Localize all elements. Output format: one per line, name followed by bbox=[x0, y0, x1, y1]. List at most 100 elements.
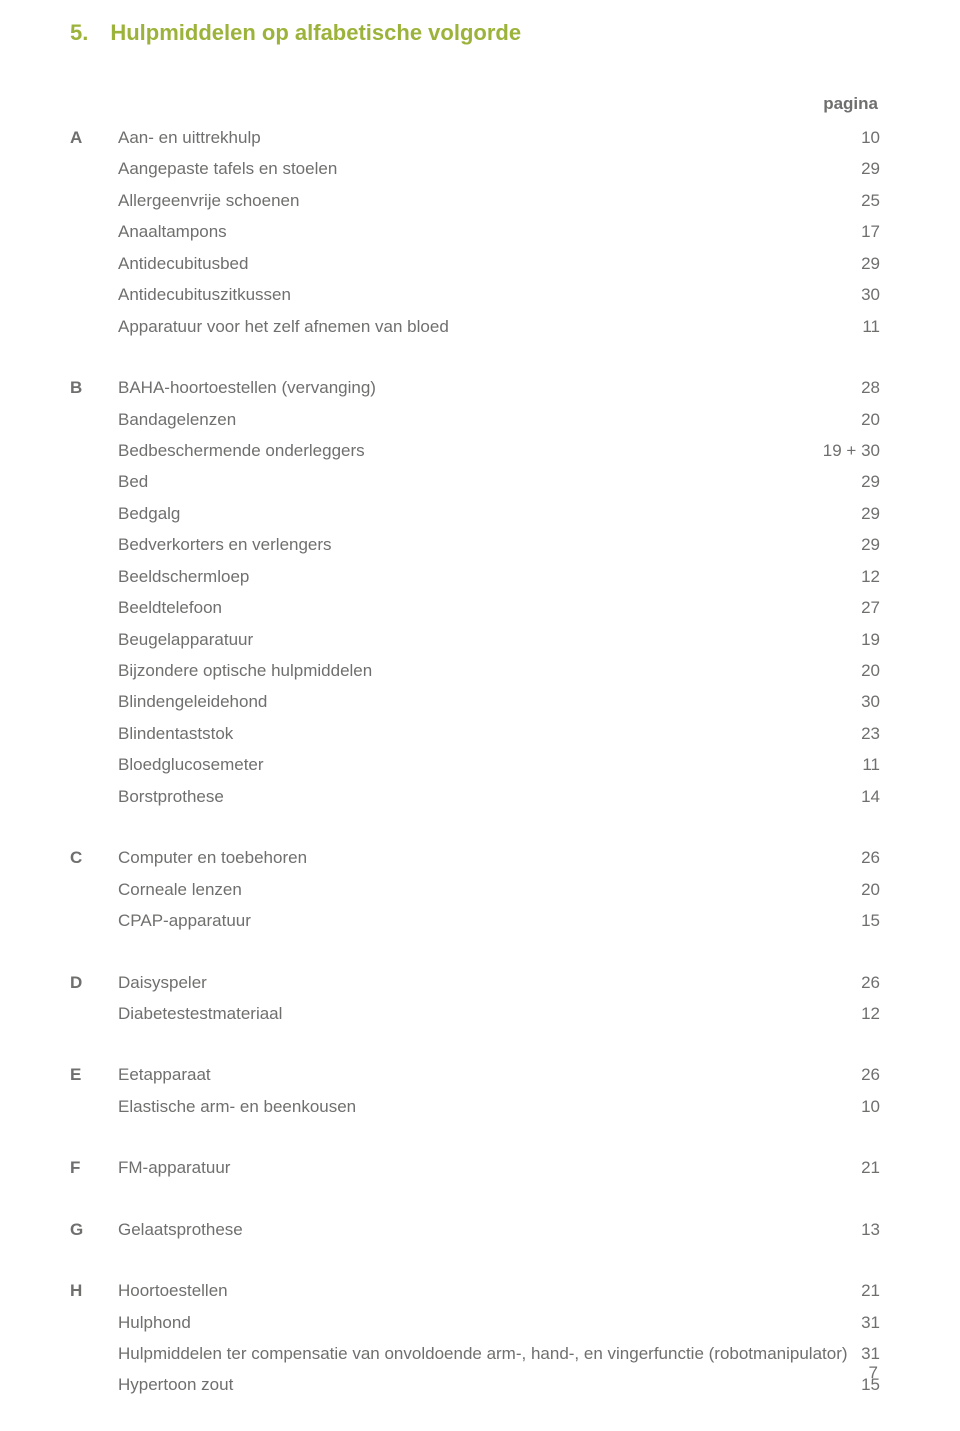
item-name: Blindengeleidehond bbox=[118, 686, 861, 717]
item-page: 19 bbox=[861, 624, 880, 655]
item-name: Bedverkorters en verlengers bbox=[118, 529, 861, 560]
index-row: Beeldschermloep12 bbox=[70, 561, 880, 592]
index-row: Bandagelenzen20 bbox=[70, 404, 880, 435]
index-row: Hulpmiddelen ter compensatie van onvoldo… bbox=[70, 1338, 880, 1369]
index-row: EEetapparaat26 bbox=[70, 1059, 880, 1090]
item-name: Elastische arm- en beenkousen bbox=[118, 1091, 861, 1122]
index-section: CComputer en toebehoren26Corneale lenzen… bbox=[70, 842, 880, 936]
item-page: 20 bbox=[861, 404, 880, 435]
index-row: DDaisyspeler26 bbox=[70, 967, 880, 998]
index-section: HHoortoestellen21Hulphond31Hulpmiddelen … bbox=[70, 1275, 880, 1401]
index-section: FFM-apparatuur21 bbox=[70, 1152, 880, 1183]
section-letter: E bbox=[70, 1059, 118, 1090]
item-page: 15 bbox=[861, 905, 880, 936]
item-page: 11 bbox=[862, 311, 880, 342]
item-name: Gelaatsprothese bbox=[118, 1214, 861, 1245]
index-row: Blindentaststok23 bbox=[70, 718, 880, 749]
document-page: 5. Hulpmiddelen op alfabetische volgorde… bbox=[0, 0, 960, 1401]
item-name: Bedbeschermende onderleggers bbox=[118, 435, 823, 466]
index-row: Diabetestestmateriaal12 bbox=[70, 998, 880, 1029]
index-row: Antidecubituszitkussen30 bbox=[70, 279, 880, 310]
index-row: Bedgalg29 bbox=[70, 498, 880, 529]
item-name: Aan- en uittrekhulp bbox=[118, 122, 861, 153]
item-name: FM-apparatuur bbox=[118, 1152, 861, 1183]
item-name: Bloedglucosemeter bbox=[118, 749, 862, 780]
item-name: Aangepaste tafels en stoelen bbox=[118, 153, 861, 184]
item-name: Antidecubitusbed bbox=[118, 248, 861, 279]
item-page: 29 bbox=[861, 153, 880, 184]
item-page: 28 bbox=[861, 372, 880, 403]
item-name: Computer en toebehoren bbox=[118, 842, 861, 873]
item-name: Hypertoon zout bbox=[118, 1369, 861, 1400]
item-page: 10 bbox=[861, 122, 880, 153]
index-row: Antidecubitusbed29 bbox=[70, 248, 880, 279]
section-letter: G bbox=[70, 1214, 118, 1245]
index-row: BBAHA-hoortoestellen (vervanging)28 bbox=[70, 372, 880, 403]
item-name: Blindentaststok bbox=[118, 718, 861, 749]
section-letter: D bbox=[70, 967, 118, 998]
item-page: 29 bbox=[861, 248, 880, 279]
index-row: FFM-apparatuur21 bbox=[70, 1152, 880, 1183]
item-page: 20 bbox=[861, 655, 880, 686]
index-row: Bedbeschermende onderleggers19 + 30 bbox=[70, 435, 880, 466]
item-page: 13 bbox=[861, 1214, 880, 1245]
index-section: BBAHA-hoortoestellen (vervanging)28Banda… bbox=[70, 372, 880, 812]
index-row: Elastische arm- en beenkousen10 bbox=[70, 1091, 880, 1122]
item-name: Borstprothese bbox=[118, 781, 861, 812]
index-row: Aangepaste tafels en stoelen29 bbox=[70, 153, 880, 184]
item-page: 14 bbox=[861, 781, 880, 812]
item-name: Hoortoestellen bbox=[118, 1275, 861, 1306]
section-letter: F bbox=[70, 1152, 118, 1183]
item-page: 25 bbox=[861, 185, 880, 216]
index-section: AAan- en uittrekhulp10Aangepaste tafels … bbox=[70, 122, 880, 342]
item-page: 31 bbox=[861, 1307, 880, 1338]
item-page: 12 bbox=[861, 998, 880, 1029]
index-row: Bedverkorters en verlengers29 bbox=[70, 529, 880, 560]
item-name: Hulpmiddelen ter compensatie van onvoldo… bbox=[118, 1338, 861, 1369]
index-row: Borstprothese14 bbox=[70, 781, 880, 812]
index-row: Bloedglucosemeter11 bbox=[70, 749, 880, 780]
item-page: 29 bbox=[861, 529, 880, 560]
item-page: 30 bbox=[861, 279, 880, 310]
item-name: Beeldschermloep bbox=[118, 561, 861, 592]
index-row: CComputer en toebehoren26 bbox=[70, 842, 880, 873]
index-section: DDaisyspeler26Diabetestestmateriaal12 bbox=[70, 967, 880, 1030]
item-page: 26 bbox=[861, 967, 880, 998]
item-page: 20 bbox=[861, 874, 880, 905]
index-row: Hypertoon zout15 bbox=[70, 1369, 880, 1400]
section-letter: C bbox=[70, 842, 118, 873]
item-name: BAHA-hoortoestellen (vervanging) bbox=[118, 372, 861, 403]
item-name: Eetapparaat bbox=[118, 1059, 861, 1090]
item-page: 29 bbox=[861, 466, 880, 497]
index-row: Anaaltampons17 bbox=[70, 216, 880, 247]
item-name: Allergeenvrije schoenen bbox=[118, 185, 861, 216]
index-row: Corneale lenzen20 bbox=[70, 874, 880, 905]
index-list: AAan- en uittrekhulp10Aangepaste tafels … bbox=[70, 122, 880, 1401]
index-row: CPAP-apparatuur15 bbox=[70, 905, 880, 936]
item-name: Bijzondere optische hulpmiddelen bbox=[118, 655, 861, 686]
index-row: Apparatuur voor het zelf afnemen van blo… bbox=[70, 311, 880, 342]
item-page: 26 bbox=[861, 842, 880, 873]
item-name: Apparatuur voor het zelf afnemen van blo… bbox=[118, 311, 862, 342]
item-name: CPAP-apparatuur bbox=[118, 905, 861, 936]
item-page: 21 bbox=[861, 1152, 880, 1183]
item-page: 17 bbox=[861, 216, 880, 247]
item-page: 11 bbox=[862, 749, 880, 780]
item-page: 29 bbox=[861, 498, 880, 529]
item-page: 19 + 30 bbox=[823, 435, 880, 466]
item-name: Corneale lenzen bbox=[118, 874, 861, 905]
item-page: 21 bbox=[861, 1275, 880, 1306]
section-letter: H bbox=[70, 1275, 118, 1306]
index-row: Beeldtelefoon27 bbox=[70, 592, 880, 623]
item-name: Antidecubituszitkussen bbox=[118, 279, 861, 310]
item-name: Daisyspeler bbox=[118, 967, 861, 998]
item-page: 26 bbox=[861, 1059, 880, 1090]
item-page: 27 bbox=[861, 592, 880, 623]
item-name: Bed bbox=[118, 466, 861, 497]
index-row: Bijzondere optische hulpmiddelen20 bbox=[70, 655, 880, 686]
page-title: 5. Hulpmiddelen op alfabetische volgorde bbox=[70, 20, 880, 46]
index-row: Blindengeleidehond30 bbox=[70, 686, 880, 717]
item-name: Beeldtelefoon bbox=[118, 592, 861, 623]
page-number: 7 bbox=[869, 1363, 878, 1383]
index-row: Hulphond31 bbox=[70, 1307, 880, 1338]
